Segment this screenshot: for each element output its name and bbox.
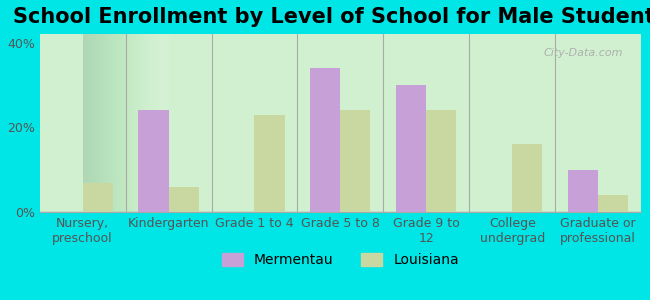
Text: City-Data.com: City-Data.com — [543, 48, 623, 58]
Bar — [426, 110, 456, 212]
Bar — [512, 144, 542, 212]
Legend: Mermentau, Louisiana: Mermentau, Louisiana — [216, 248, 464, 273]
Bar — [598, 195, 628, 212]
Bar — [138, 110, 168, 212]
Bar — [568, 170, 598, 212]
Title: School Enrollment by Level of School for Male Students: School Enrollment by Level of School for… — [13, 7, 650, 27]
Bar — [168, 187, 199, 212]
Bar — [254, 115, 285, 212]
Bar — [310, 68, 341, 212]
Bar — [341, 110, 370, 212]
Bar — [396, 85, 426, 212]
Bar — [83, 182, 112, 212]
